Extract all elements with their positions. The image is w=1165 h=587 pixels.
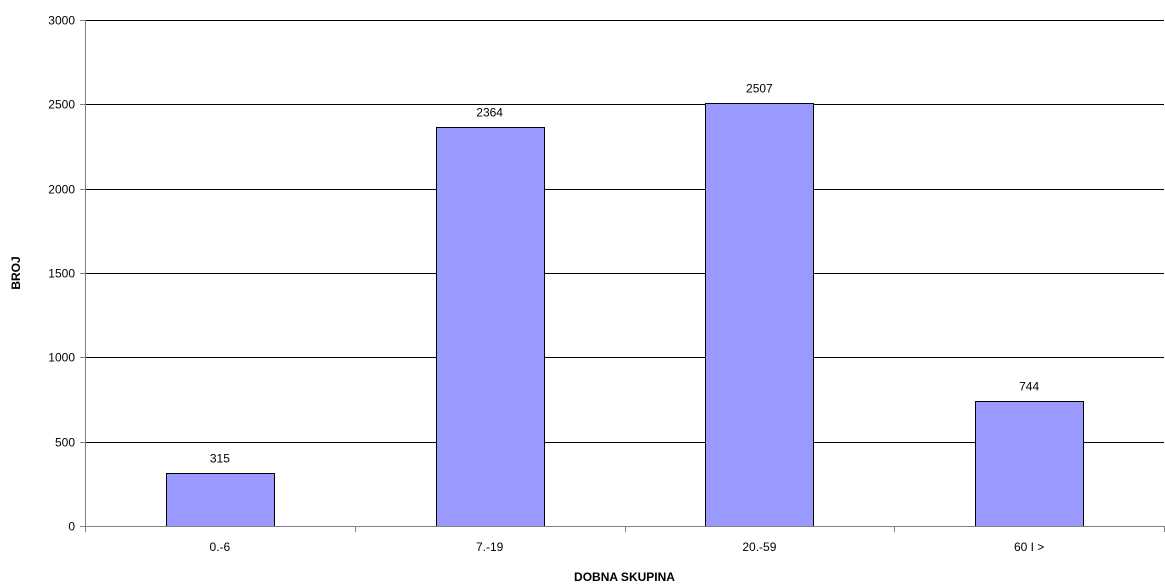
y-tick-label: 1000 [48,351,75,365]
data-label: 2507 [746,82,773,96]
y-tick-label: 1500 [48,267,75,281]
bar [705,103,814,527]
data-label: 315 [210,452,230,466]
y-tick-label: 0 [68,520,75,534]
y-axis-title: BROJ [9,256,23,289]
data-label: 2364 [476,106,503,120]
x-tick-label: 20.-59 [742,540,776,554]
data-label: 744 [1019,380,1039,394]
y-tick-label: 3000 [48,14,75,28]
bar [975,401,1084,527]
x-tick-label: 7.-19 [476,540,504,554]
y-tick-label: 500 [55,436,75,450]
bars [166,103,1084,527]
x-tick-label: 60 I > [1014,540,1044,554]
y-tick-label: 2000 [48,183,75,197]
bar [436,127,545,527]
bar [166,473,275,527]
y-tick-label: 2500 [48,98,75,112]
labels: 0 500 1000 1500 2000 2500 3000 315 0.-6 2364 7.-19… [48,14,1044,555]
x-axis-title: DOBNA SKUPINA [574,570,675,584]
axes [80,20,1165,532]
x-tick-label: 0.-6 [210,540,231,554]
gridlines [85,20,1164,443]
